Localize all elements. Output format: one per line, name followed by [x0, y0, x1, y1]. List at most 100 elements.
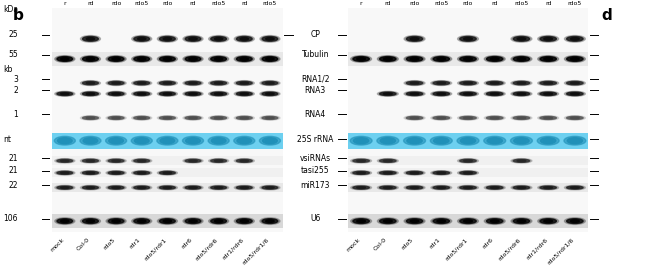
Text: rdr1: rdr1	[129, 237, 142, 250]
Text: rdr6: rdr6	[180, 237, 193, 250]
Ellipse shape	[353, 186, 369, 189]
Ellipse shape	[160, 138, 175, 144]
Text: rdo5: rdo5	[135, 1, 149, 6]
Ellipse shape	[537, 136, 559, 145]
Ellipse shape	[209, 185, 229, 190]
Ellipse shape	[353, 57, 369, 61]
Ellipse shape	[463, 220, 473, 222]
Ellipse shape	[214, 82, 223, 84]
Text: rd: rd	[190, 1, 196, 6]
Ellipse shape	[83, 219, 98, 224]
Ellipse shape	[567, 116, 583, 120]
Ellipse shape	[163, 172, 172, 174]
Text: RNA1/2: RNA1/2	[301, 75, 330, 84]
Ellipse shape	[410, 117, 419, 119]
Ellipse shape	[163, 93, 172, 95]
Ellipse shape	[463, 139, 473, 142]
Ellipse shape	[433, 92, 450, 96]
Ellipse shape	[138, 117, 146, 119]
Ellipse shape	[112, 93, 120, 95]
Text: 1: 1	[14, 110, 18, 119]
Ellipse shape	[80, 136, 101, 145]
Ellipse shape	[266, 117, 274, 119]
Ellipse shape	[262, 36, 278, 41]
Ellipse shape	[259, 136, 280, 145]
Text: Col-0: Col-0	[75, 237, 90, 252]
Ellipse shape	[458, 116, 478, 120]
Ellipse shape	[410, 172, 419, 174]
Ellipse shape	[159, 92, 176, 96]
Text: rdo5/rdr1/6: rdo5/rdr1/6	[547, 237, 575, 266]
Ellipse shape	[260, 81, 280, 85]
Ellipse shape	[183, 36, 203, 42]
Ellipse shape	[134, 219, 150, 224]
Ellipse shape	[511, 218, 532, 224]
Ellipse shape	[433, 171, 450, 174]
Ellipse shape	[81, 56, 101, 62]
Text: rdo5: rdo5	[211, 1, 226, 6]
Ellipse shape	[183, 91, 203, 96]
Ellipse shape	[406, 36, 422, 41]
Ellipse shape	[106, 218, 126, 224]
Ellipse shape	[511, 116, 532, 120]
Ellipse shape	[357, 139, 365, 142]
Ellipse shape	[517, 187, 526, 188]
Text: rdr1/rdr6: rdr1/rdr6	[525, 237, 548, 260]
Text: rd: rd	[241, 1, 248, 6]
Ellipse shape	[437, 117, 446, 119]
Ellipse shape	[138, 187, 146, 188]
Text: CP: CP	[310, 30, 320, 39]
Ellipse shape	[484, 218, 505, 224]
Ellipse shape	[138, 58, 146, 60]
Ellipse shape	[564, 36, 585, 42]
Ellipse shape	[135, 138, 149, 144]
Ellipse shape	[431, 91, 452, 96]
Ellipse shape	[484, 136, 506, 145]
Ellipse shape	[458, 36, 478, 42]
Ellipse shape	[83, 36, 98, 41]
Ellipse shape	[183, 81, 203, 85]
Ellipse shape	[108, 116, 124, 120]
Ellipse shape	[538, 81, 558, 85]
Ellipse shape	[571, 82, 579, 84]
Ellipse shape	[490, 117, 499, 119]
Ellipse shape	[134, 57, 150, 61]
Text: rdo5/rdr6: rdo5/rdr6	[194, 237, 218, 262]
Ellipse shape	[138, 139, 146, 142]
Ellipse shape	[460, 116, 476, 120]
Ellipse shape	[410, 93, 419, 95]
Ellipse shape	[544, 187, 552, 188]
Ellipse shape	[410, 220, 419, 222]
Text: Col-0: Col-0	[373, 237, 388, 252]
Ellipse shape	[406, 186, 422, 189]
Ellipse shape	[134, 159, 150, 162]
Ellipse shape	[234, 116, 254, 120]
Ellipse shape	[263, 138, 278, 144]
Ellipse shape	[517, 38, 526, 40]
Ellipse shape	[138, 220, 146, 222]
Ellipse shape	[209, 36, 229, 42]
Bar	[52, 133, 283, 149]
Ellipse shape	[185, 81, 201, 85]
Ellipse shape	[433, 116, 450, 120]
Ellipse shape	[183, 116, 203, 120]
Ellipse shape	[357, 187, 365, 188]
Ellipse shape	[134, 116, 150, 120]
Ellipse shape	[357, 172, 365, 174]
Ellipse shape	[410, 139, 419, 142]
Ellipse shape	[86, 117, 95, 119]
Ellipse shape	[460, 138, 476, 144]
Ellipse shape	[434, 138, 449, 144]
Ellipse shape	[460, 159, 476, 162]
Ellipse shape	[544, 117, 552, 119]
Ellipse shape	[511, 56, 532, 62]
Ellipse shape	[567, 57, 583, 61]
Text: RNA4: RNA4	[305, 110, 326, 119]
Ellipse shape	[185, 57, 201, 61]
Ellipse shape	[55, 136, 75, 145]
Ellipse shape	[538, 218, 558, 224]
Ellipse shape	[106, 56, 126, 62]
Ellipse shape	[188, 117, 197, 119]
Ellipse shape	[266, 58, 274, 60]
Ellipse shape	[209, 81, 229, 85]
